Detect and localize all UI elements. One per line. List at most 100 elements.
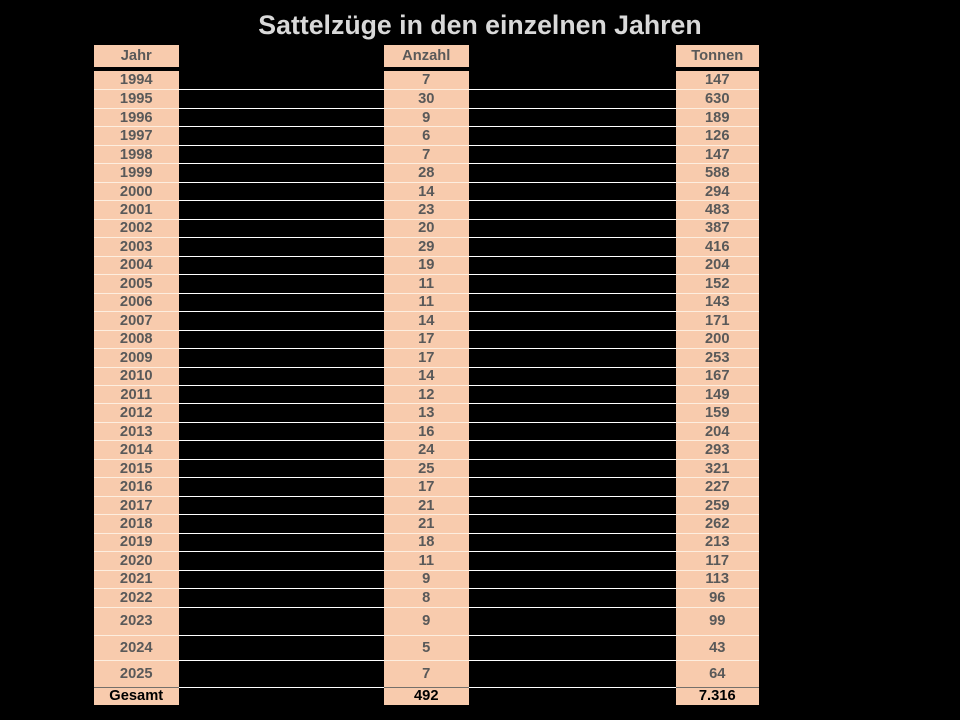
row-gap-2 (468, 606, 676, 635)
row-gap-1 (178, 384, 384, 403)
row-gap-1 (178, 218, 384, 237)
row-gap-1 (178, 292, 384, 311)
row-gap-1 (178, 477, 384, 495)
cell-anzahl: 21 (384, 495, 469, 515)
cell-tonnen: 64 (675, 660, 759, 687)
cell-anzahl: 11 (384, 274, 469, 293)
table-body: 1994 7 147 1995 30 630 1996 9 189 1997 6… (94, 71, 759, 687)
cell-tonnen: 259 (675, 495, 759, 515)
cell-jahr: 2013 (94, 421, 179, 441)
cell-tonnen: 43 (675, 634, 759, 661)
cell-anzahl: 7 (384, 144, 469, 164)
cell-jahr: 2002 (94, 218, 179, 238)
row-gap-1 (178, 255, 384, 274)
cell-jahr: 1999 (94, 163, 179, 182)
total-gap-2 (468, 686, 676, 705)
cell-anzahl: 16 (384, 421, 469, 441)
cell-anzahl: 6 (384, 126, 469, 145)
table-row: 2005 11 152 (94, 274, 759, 293)
cell-anzahl: 9 (384, 107, 469, 127)
cell-jahr: 2007 (94, 311, 179, 330)
cell-tonnen: 167 (675, 366, 759, 385)
cell-jahr: 2010 (94, 366, 179, 385)
cell-anzahl: 25 (384, 458, 469, 478)
total-gap-1 (178, 686, 384, 705)
row-gap-2 (468, 89, 676, 107)
row-gap-1 (178, 126, 384, 144)
row-gap-1 (178, 421, 384, 440)
cell-tonnen: 149 (675, 384, 759, 404)
table-row: 2008 17 200 (94, 329, 759, 349)
cell-anzahl: 12 (384, 384, 469, 404)
cell-jahr: 2018 (94, 514, 179, 533)
cell-anzahl: 28 (384, 163, 469, 182)
cell-jahr: 1996 (94, 107, 179, 127)
row-gap-2 (468, 384, 676, 403)
cell-anzahl: 24 (384, 440, 469, 459)
cell-anzahl: 11 (384, 292, 469, 312)
row-gap-1 (178, 403, 384, 421)
cell-tonnen: 416 (675, 237, 759, 256)
cell-tonnen: 171 (675, 311, 759, 330)
row-gap-2 (468, 311, 676, 329)
cell-anzahl: 14 (384, 366, 469, 385)
table-row: 1994 7 147 (94, 71, 759, 90)
table-row: 1998 7 147 (94, 144, 759, 164)
cell-anzahl: 9 (384, 569, 469, 589)
cell-tonnen: 321 (675, 458, 759, 478)
cell-anzahl: 13 (384, 403, 469, 422)
cell-jahr: 2003 (94, 237, 179, 256)
row-gap-1 (178, 311, 384, 329)
table-row: 2002 20 387 (94, 218, 759, 238)
row-gap-2 (468, 569, 676, 588)
row-gap-2 (468, 200, 676, 218)
cell-jahr: 2006 (94, 292, 179, 312)
cell-jahr: 2020 (94, 551, 179, 570)
table-header-row: Jahr Anzahl Tonnen (94, 45, 759, 67)
table-row: 2000 14 294 (94, 181, 759, 201)
total-tonnen-value: 7.316 (675, 686, 759, 705)
table-total-row: Gesamt 492 7.316 (94, 686, 759, 705)
cell-anzahl: 9 (384, 606, 469, 635)
cell-anzahl: 20 (384, 218, 469, 238)
row-gap-1 (179, 71, 385, 89)
row-gap-1 (178, 606, 384, 635)
cell-jahr: 2022 (94, 588, 179, 607)
cell-jahr: 2011 (94, 384, 179, 404)
row-gap-2 (468, 329, 676, 348)
cell-anzahl: 18 (384, 532, 469, 552)
cell-tonnen: 99 (675, 606, 759, 635)
row-gap-2 (468, 551, 676, 569)
table-row: 1995 30 630 (94, 89, 759, 108)
cell-anzahl: 17 (384, 477, 469, 496)
cell-anzahl: 8 (384, 588, 469, 607)
table-row: 1996 9 189 (94, 107, 759, 127)
row-gap-1 (178, 144, 384, 163)
table-row: 2012 13 159 (94, 403, 759, 422)
cell-tonnen: 294 (675, 181, 759, 201)
table-row: 2013 16 204 (94, 421, 759, 441)
cell-anzahl: 7 (384, 71, 469, 90)
row-gap-1 (178, 329, 384, 348)
row-gap-2 (468, 292, 676, 311)
cell-tonnen: 113 (675, 569, 759, 589)
cell-tonnen: 147 (675, 144, 759, 164)
row-gap-2 (468, 495, 676, 514)
row-gap-1 (178, 551, 384, 569)
cell-jahr: 2005 (94, 274, 179, 293)
row-gap-1 (178, 181, 384, 200)
cell-tonnen: 159 (675, 403, 759, 422)
table-row: 2007 14 171 (94, 311, 759, 330)
cell-jahr: 1994 (94, 71, 179, 90)
row-gap-2 (469, 71, 676, 89)
cell-jahr: 2016 (94, 477, 179, 496)
cell-tonnen: 117 (675, 551, 759, 570)
cell-jahr: 2017 (94, 495, 179, 515)
table-row: 2018 21 262 (94, 514, 759, 533)
cell-jahr: 2024 (94, 634, 179, 661)
row-gap-1 (178, 440, 384, 458)
row-gap-1 (178, 514, 384, 532)
row-gap-1 (178, 588, 384, 606)
cell-tonnen: 147 (675, 71, 759, 90)
